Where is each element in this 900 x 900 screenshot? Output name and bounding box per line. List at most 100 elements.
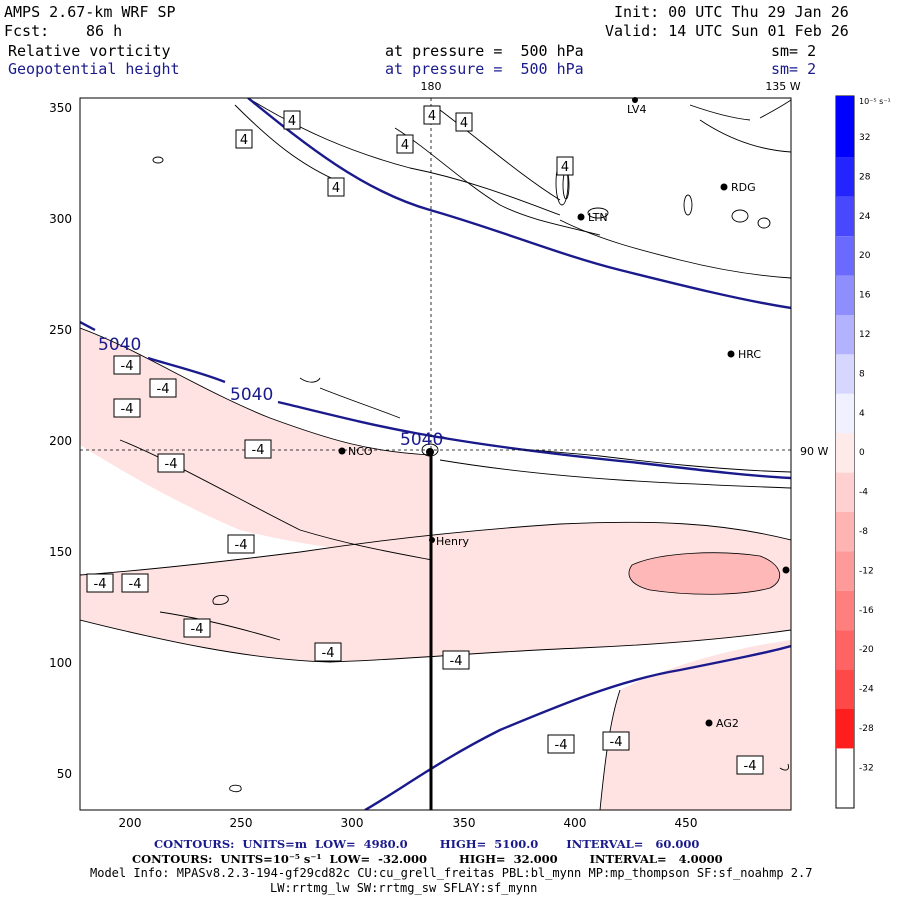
vort-label: -4 <box>322 646 335 661</box>
neg-vorticity-core <box>628 552 781 595</box>
graticule-label-90w: 90 W <box>800 445 828 458</box>
vort-label: 4 <box>460 116 468 131</box>
colorbar-cell <box>836 118 854 158</box>
colorbar: 10⁻⁵ s⁻¹ 32 28 24 20 16 12 8 4 0 -4 -8 -12 -16 -20 -24… <box>835 95 891 809</box>
station-label: HRC <box>738 348 761 361</box>
x-tick-label: 400 <box>564 816 587 830</box>
colorbar-label: -28 <box>859 724 874 734</box>
colorbar-cell <box>836 96 854 118</box>
y-tick-label: 200 <box>49 434 72 448</box>
height-label: 5040 <box>98 335 141 355</box>
station-label: AG2 <box>716 717 739 730</box>
colorbar-label: -24 <box>859 685 874 695</box>
colorbar-label: -16 <box>859 606 874 616</box>
x-axis-ticks: 200 250 300 350 400 450 <box>119 816 698 830</box>
colorbar-cell <box>836 354 854 394</box>
station-label: RDG <box>731 181 756 194</box>
y-tick-label: 100 <box>49 656 72 670</box>
colorbar-label: 28 <box>859 172 871 182</box>
colorbar-cell <box>836 157 854 197</box>
colorbar-label: -12 <box>859 566 874 576</box>
vort-label: -4 <box>94 577 107 592</box>
colorbar-label: -4 <box>859 488 868 498</box>
colorbar-label: 32 <box>859 133 870 143</box>
x-tick-label: 250 <box>230 816 253 830</box>
vort-label: 4 <box>288 114 296 129</box>
y-tick-label: 50 <box>57 767 72 781</box>
vort-label: -4 <box>252 443 265 458</box>
vort-label: -4 <box>610 735 623 750</box>
colorbar-label: -8 <box>859 527 868 537</box>
graticule-label-135w: 135 W <box>765 80 800 93</box>
field2-name: Geopotential height <box>8 60 180 78</box>
vort-label: -4 <box>450 654 463 669</box>
colorbar-cell <box>836 590 854 631</box>
colorbar-cell <box>836 551 854 591</box>
colorbar-cell <box>836 472 854 512</box>
field1-level: at pressure = 500 hPa <box>385 42 584 60</box>
colorbar-label: 0 <box>859 448 865 458</box>
colorbar-label: -32 <box>859 763 874 773</box>
geopotential-height-contours <box>80 98 791 810</box>
height-label: 5040 <box>230 385 273 405</box>
vort-label: -4 <box>157 382 170 397</box>
station-label: LTN <box>588 211 608 224</box>
vort-label: -4 <box>235 538 248 553</box>
colorbar-cell <box>836 393 854 434</box>
forecast-label: Fcst: <box>4 22 50 40</box>
vort-label: -4 <box>129 577 142 592</box>
field2-level: at pressure = 500 hPa <box>385 60 584 78</box>
colorbar-cell <box>836 315 854 355</box>
valid-time: Valid: 14 UTC Sun 01 Feb 26 <box>605 22 849 40</box>
x-tick-label: 350 <box>453 816 476 830</box>
colorbar-cell <box>836 630 854 670</box>
graticule-label-180: 180 <box>421 80 442 93</box>
vort-label: -4 <box>555 738 568 753</box>
colorbar-cell <box>836 512 854 552</box>
neg-vorticity-band-se <box>600 640 791 810</box>
model-info: Model Info: MPASv8.2.3-194-gf29cd82c CU:… <box>90 866 813 880</box>
colorbar-cells <box>836 96 854 749</box>
y-tick-label: 150 <box>49 545 72 559</box>
vort-label: 4 <box>428 109 436 124</box>
map-plot-area <box>80 98 791 810</box>
colorbar-cell <box>836 433 854 473</box>
height-label: 5040 <box>400 430 443 450</box>
colorbar-label: 24 <box>859 212 871 222</box>
colorbar-cell <box>836 669 854 709</box>
model-title: AMPS 2.67-km WRF SP <box>4 3 176 21</box>
station-label: NCO <box>348 445 373 458</box>
vorticity-contour-info: CONTOURS: UNITS=10⁻⁵ s⁻¹ LOW= -32.000 HI… <box>132 852 723 866</box>
field1-smoothing: sm= 2 <box>771 42 817 60</box>
vort-label: -4 <box>165 457 178 472</box>
y-tick-label: 250 <box>49 323 72 337</box>
vort-label: -4 <box>744 759 757 774</box>
vort-label: 4 <box>240 133 248 148</box>
colorbar-label: -20 <box>859 645 874 655</box>
vort-label: 4 <box>401 138 409 153</box>
stations: NCO Henry RDG HRC AG2 LTN LV4 <box>338 97 790 730</box>
colorbar-label: 20 <box>859 251 871 261</box>
colorbar-label: 4 <box>859 409 865 419</box>
y-tick-label: 300 <box>49 212 72 226</box>
colorbar-cell <box>836 275 854 315</box>
vort-label: 4 <box>332 181 340 196</box>
y-tick-label: 350 <box>49 101 72 115</box>
station-label: Henry <box>436 535 470 548</box>
vort-label: 4 <box>561 160 569 175</box>
y-axis-ticks: 350 300 250 200 150 100 50 <box>49 101 72 781</box>
colorbar-unit: 10⁻⁵ s⁻¹ <box>859 97 891 106</box>
x-tick-label: 450 <box>675 816 698 830</box>
vort-label: -4 <box>121 359 134 374</box>
colorbar-label: 8 <box>859 369 865 379</box>
colorbar-label: 12 <box>859 330 870 340</box>
forecast-hour: 86 h <box>86 22 123 40</box>
colorbar-labels: 32 28 24 20 16 12 8 4 0 -4 -8 -12 -16 -20 -24 -28 -32 <box>859 133 874 773</box>
field2-smoothing: sm= 2 <box>771 60 817 78</box>
colorbar-cell <box>836 709 854 749</box>
plot-frame <box>79 97 792 811</box>
colorbar-label: 16 <box>859 291 871 301</box>
colorbar-cell <box>836 196 854 237</box>
init-time: Init: 00 UTC Thu 29 Jan 26 <box>614 3 849 21</box>
